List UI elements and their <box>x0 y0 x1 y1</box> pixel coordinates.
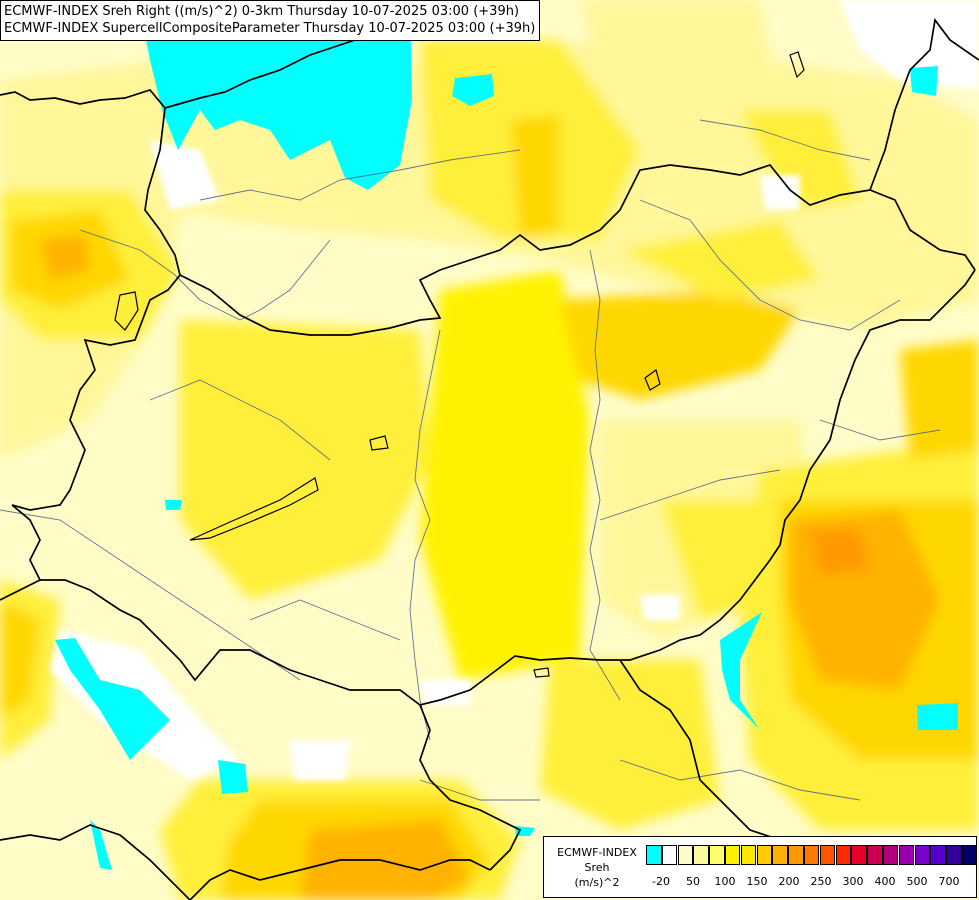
legend-variable: Sreh <box>584 861 610 874</box>
legend-swatch <box>914 845 931 865</box>
legend-tick-label: 150 <box>746 875 768 888</box>
rivers <box>0 119 941 801</box>
title-line-1: ECMWF-INDEX Sreh Right ((m/s)^2) 0-3km T… <box>4 4 520 19</box>
legend-swatch <box>961 845 978 865</box>
title-line-2: ECMWF-INDEX SupercellCompositeParameter … <box>4 21 536 36</box>
legend-swatch <box>661 845 678 865</box>
legend-swatch <box>740 845 757 865</box>
legend-swatch <box>693 845 709 865</box>
legend-tick-label: 50 <box>686 875 700 888</box>
legend-swatch <box>819 845 836 865</box>
legend-swatch <box>677 845 694 865</box>
legend-tick-label: -20 <box>652 875 670 888</box>
legend-swatch <box>898 845 915 865</box>
legend-tick-label: 700 <box>938 875 960 888</box>
legend-swatch <box>867 845 883 865</box>
legend-title: ECMWF-INDEX Sreh (m/s)^2 <box>550 845 644 890</box>
color-legend: ECMWF-INDEX Sreh (m/s)^2 -20 50 100 150 200 2… <box>543 836 978 898</box>
legend-swatch <box>756 845 773 865</box>
legend-unit: (m/s)^2 <box>574 876 620 889</box>
legend-tick-label: 400 <box>874 875 896 888</box>
legend-source: ECMWF-INDEX <box>557 846 637 859</box>
legend-tick-label: 500 <box>906 875 928 888</box>
legend-swatch <box>788 845 804 865</box>
negative-areas <box>55 0 958 870</box>
legend-swatch <box>709 845 725 865</box>
legend-swatch <box>772 845 788 865</box>
legend-swatch <box>882 845 899 865</box>
legend-tick-label: 100 <box>714 875 736 888</box>
lakes <box>114 51 805 678</box>
legend-swatch <box>851 845 867 865</box>
legend-tick-label: 250 <box>810 875 832 888</box>
legend-tick-label: 200 <box>778 875 800 888</box>
legend-swatch <box>646 845 662 865</box>
legend-swatch <box>835 845 852 865</box>
legend-tick-label: 300 <box>842 875 864 888</box>
legend-swatch <box>724 845 741 865</box>
map-title-box: ECMWF-INDEX Sreh Right ((m/s)^2) 0-3km T… <box>0 0 541 41</box>
legend-swatch <box>930 845 946 865</box>
legend-swatch <box>803 845 820 865</box>
legend-swatch <box>946 845 962 865</box>
legend-swatches <box>646 845 978 865</box>
